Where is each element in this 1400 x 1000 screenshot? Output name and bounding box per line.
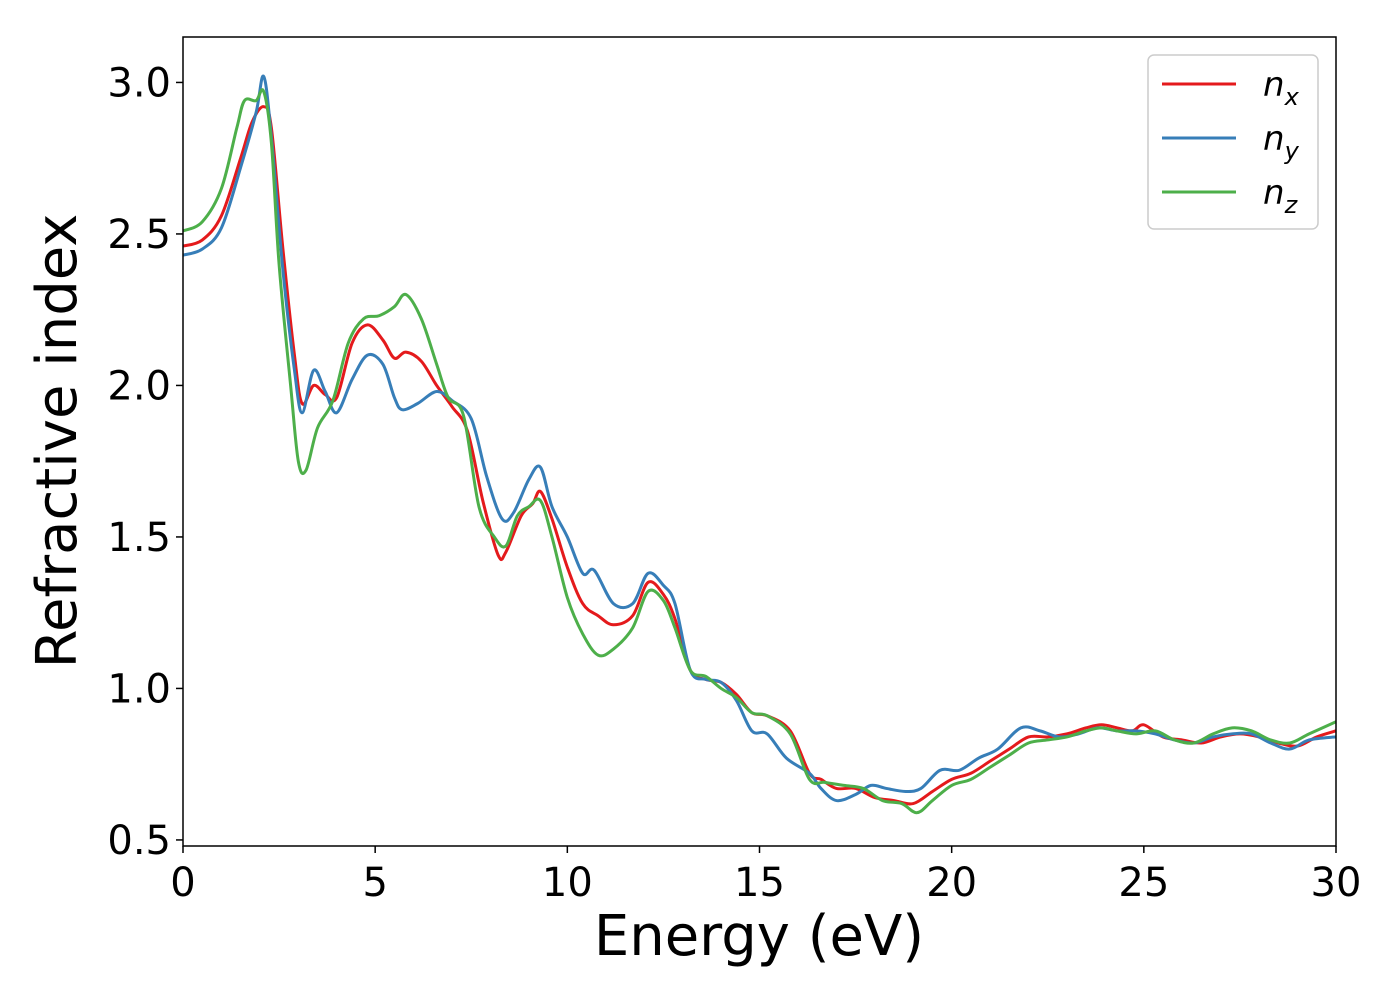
legend-label-ny: ny: [1263, 119, 1300, 165]
x-tick-label: 5: [362, 860, 387, 906]
plot-frame: [182, 36, 1337, 847]
legend-label-main: n: [1263, 119, 1285, 159]
series-layer: [183, 74, 1336, 815]
ticks-layer: 0 5 10 15 20 25 30 0.5 1.0 1.5 2.0 2.5 3.0: [107, 60, 1361, 906]
x-axis-label: Energy (eV): [594, 904, 924, 969]
x-tick-label: 0: [170, 860, 195, 906]
x-tick-label: 20: [926, 860, 977, 906]
y-tick-label: 1.0: [107, 666, 171, 712]
x-tick-label: 15: [734, 860, 785, 906]
y-axis-label: Refractive index: [25, 214, 90, 669]
legend-label-nz: nz: [1263, 173, 1299, 219]
x-tick-label: 10: [542, 860, 593, 906]
y-tick-label: 3.0: [107, 60, 171, 106]
legend-label-subscript: z: [1284, 191, 1299, 219]
legend-label-subscript: x: [1284, 83, 1300, 111]
y-tick-label: 2.5: [107, 212, 171, 258]
y-tick-label: 2.0: [107, 363, 171, 409]
x-tick-label: 30: [1311, 860, 1362, 906]
y-tick-label: 1.5: [107, 515, 171, 561]
legend-label-nx: nx: [1263, 65, 1300, 111]
series-line-nz: [183, 88, 1336, 815]
legend-label-main: n: [1263, 65, 1285, 105]
legend-box: [1147, 54, 1319, 230]
y-tick-label: 0.5: [107, 818, 171, 864]
legend-label-main: n: [1263, 173, 1285, 213]
legend-label-subscript: y: [1284, 137, 1300, 165]
x-tick-label: 25: [1118, 860, 1169, 906]
